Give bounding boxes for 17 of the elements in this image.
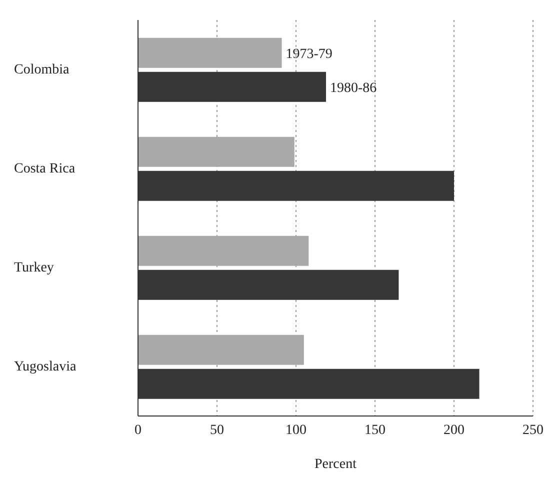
x-tick-label: 50 [210, 422, 224, 438]
x-tick-label: 0 [134, 422, 142, 438]
y-tick-label: Costa Rica [14, 162, 76, 176]
bar [138, 236, 309, 266]
x-tick-label: 100 [286, 422, 306, 438]
x-tick-label: 150 [364, 422, 386, 438]
y-tick-label: Turkey [14, 260, 54, 276]
y-tick-label: Colombia [14, 62, 70, 78]
bar [138, 38, 282, 68]
series-label: 1973-79 [286, 46, 332, 62]
bar [138, 136, 294, 167]
x-tick-label: 250 [522, 422, 544, 438]
y-tick-label: Yugoslavia [14, 360, 77, 374]
series-label: 1980-86 [330, 80, 377, 96]
bar [138, 334, 304, 365]
x-axis-title: Percent [314, 457, 357, 472]
x-tick-label: 200 [444, 422, 464, 438]
